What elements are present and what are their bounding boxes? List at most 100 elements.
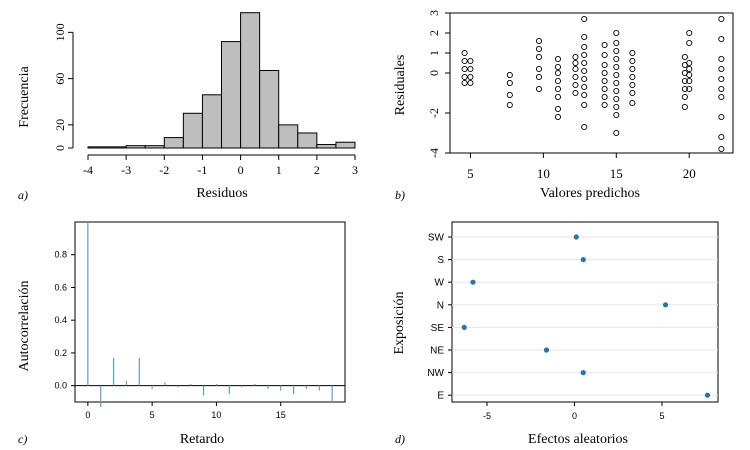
residual-point [581,101,588,109]
histogram-bar [87,146,127,149]
x-tick-label: 5 [467,166,474,181]
residual-point [461,79,468,87]
histogram-bar [144,145,165,149]
residual-point [554,85,561,93]
y-tick-label: 0 [53,145,67,151]
residual-point [581,15,588,23]
plot-box [451,221,719,403]
residual-point [601,77,608,85]
residual-point [535,37,543,45]
residual-point [629,99,636,107]
residual-point [601,85,608,93]
x-axis: 0 5 10 15 [85,402,286,420]
histogram-bar [335,141,356,149]
category-label: NW [427,368,444,379]
residual-point [718,55,725,63]
histogram-bar [278,124,299,149]
panel-c-acf: 0.0 0.2 0.4 0.6 0.8 0 5 10 15 Retardo Autocorre… [17,221,346,447]
effect-point [580,257,586,263]
x-tick-label: 10 [537,166,550,181]
histogram-bars [87,12,356,149]
residual-point [681,53,688,61]
x-axis: -5 0 5 [483,402,665,421]
effect-point [662,302,669,308]
residual-point [613,111,620,119]
residual-point [554,55,561,63]
panel-a-histogram: 0 20 60 100 -4 -3 -2 -1 0 1 2 3 Residuos Frecuenci… [17,12,358,202]
x-tick-label: 10 [211,410,221,420]
y-axis-label: Autocorrelación [17,281,32,372]
residual-point [686,65,693,73]
residual-point [681,77,688,85]
residual-point [613,39,620,47]
residual-point [572,53,579,61]
x-tick-label: 15 [610,166,623,181]
residual-point [581,43,588,51]
residual-point [601,51,608,59]
residual-point [718,65,725,73]
residual-point [506,79,513,87]
residual-point [718,85,725,93]
residual-point [581,67,588,75]
y-tick-label: 0.0 [54,381,67,391]
residual-point [681,85,688,93]
effect-point [543,347,550,353]
y-tick-label: 20 [53,119,67,131]
category-label: W [435,278,445,289]
residual-point [718,15,725,23]
residual-point [601,69,608,77]
y-axis-label: Exposición [392,292,407,355]
y-tick-label: 100 [53,23,67,41]
histogram-bar [182,112,203,149]
histogram-bar [240,12,261,149]
effect-points [461,234,711,398]
residual-point [613,79,620,87]
category-label: SE [431,323,445,334]
residual-point [535,85,543,93]
histogram-bar [259,70,280,149]
residual-point [686,71,693,79]
residual-point [686,39,693,47]
residual-point [718,35,725,43]
x-tick-label: -1 [197,163,207,177]
x-tick-label: 5 [150,410,155,420]
acf-bars [87,222,333,407]
residual-point [718,75,725,83]
residual-point [535,53,543,61]
x-tick-label: 0 [238,163,244,177]
panel-label: c) [18,432,27,446]
residual-point [572,81,579,89]
residual-point [506,91,513,99]
residual-point [581,59,588,67]
residual-point [613,55,620,63]
residual-point [718,133,725,141]
y-tick-label: -2 [427,108,441,118]
residual-point [467,65,474,73]
x-tick-label: -3 [121,163,131,177]
x-axis-label: Residuos [196,186,247,201]
effect-point [704,392,711,398]
panel-label: d) [395,432,405,446]
histogram-bar [316,144,337,149]
category-label: E [437,391,444,402]
x-tick-label: 3 [352,163,358,177]
residual-point [629,65,636,73]
y-tick-label: 2 [427,30,441,36]
residual-point [686,29,693,37]
panel-label: b) [395,188,405,202]
x-tick-label: -4 [83,163,93,177]
y-axis-label: Frecuencia [17,66,32,128]
residual-point [629,57,636,65]
residual-point [686,77,693,85]
x-tick-label: 5 [659,411,664,421]
residual-point [581,51,588,59]
residual-point [581,83,588,91]
residual-point [461,49,468,57]
effect-point [580,370,586,376]
panel-label: a) [18,188,28,202]
residual-point [554,77,561,85]
category-label: NE [430,346,444,357]
residual-point [581,123,588,131]
y-tick-label: 3 [427,10,441,16]
